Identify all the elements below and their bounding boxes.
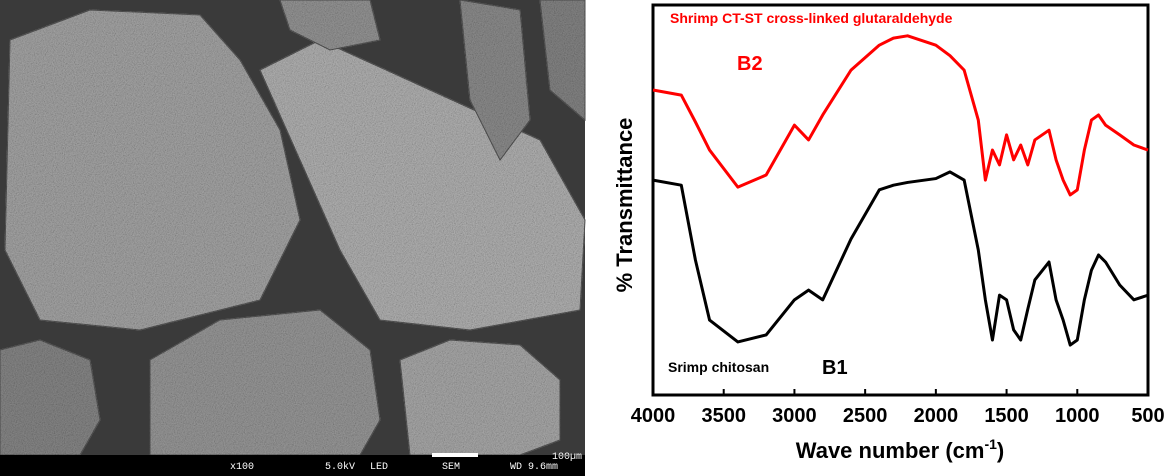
- x-tick-label: 4000: [631, 405, 676, 427]
- plot-frame: [653, 5, 1148, 395]
- sem-image: x100 5.0kV LED SEM WD 9.6mm 100µm: [0, 0, 585, 476]
- x-tick-label: 500: [1131, 405, 1164, 427]
- series-label: B1: [822, 357, 848, 379]
- x-tick-label: 2500: [843, 405, 888, 427]
- series-label: B2: [737, 53, 763, 75]
- working-distance: WD 9.6mm: [510, 462, 558, 473]
- voltage: 5.0kV: [325, 461, 355, 473]
- series-line: [653, 172, 1148, 345]
- scale-label: 100µm: [552, 452, 582, 463]
- x-tick-label: 3500: [701, 405, 746, 427]
- mode: SEM: [442, 462, 460, 473]
- x-axis-label-end: ): [997, 438, 1004, 463]
- x-tick-label: 2000: [914, 405, 959, 427]
- x-axis-label: Wave number (cm-1): [796, 436, 1004, 463]
- magnification: x100: [230, 462, 254, 473]
- x-tick-label: 1000: [1055, 405, 1100, 427]
- series-name: Shrimp CT-ST cross-linked glutaraldehyde: [670, 10, 953, 26]
- ftir-chart: 4000 3500 3000 2500 2000 1500 1000 500 Shrimp CT…: [612, 5, 1165, 463]
- x-tick-label: 3000: [772, 405, 817, 427]
- y-axis-label: % Transmittance: [612, 118, 637, 293]
- x-axis-label-text: Wave number (cm: [796, 438, 985, 463]
- detector: LED: [370, 462, 388, 473]
- series-name: Srimp chitosan: [668, 359, 769, 375]
- figure: x100 5.0kV LED SEM WD 9.6mm 100µm 4000 35…: [0, 0, 1176, 476]
- x-tick-label: 1500: [984, 405, 1029, 427]
- x-axis-label-sup: -1: [984, 436, 997, 452]
- series-line: [653, 36, 1148, 195]
